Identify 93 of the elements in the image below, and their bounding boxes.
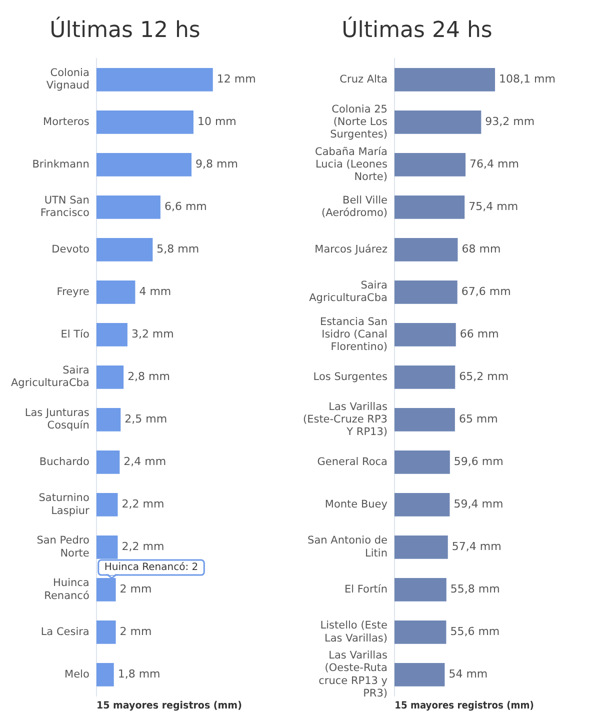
data-label: 57,4 mm [452,540,502,554]
bar [394,280,458,304]
bar [96,366,124,389]
bar [96,450,120,474]
data-label: 93,2 mm [485,115,535,128]
y-tick-label: Colonia Vignaud [46,67,90,92]
data-label: 76,4 mm [470,158,519,171]
y-tick-label: Devoto [52,243,90,256]
data-label: 68 mm [462,242,501,256]
annotation: Huinca Renancó: 2 [104,562,198,574]
y-tick-label: Las Varillas (Este-Cruze RP3 Y RP13) [302,400,388,438]
bar [96,493,118,516]
data-label: 9,8 mm [196,158,238,171]
chart-title: Últimas 24 hs [342,16,492,43]
data-label: 2 mm [120,625,152,638]
data-label: 5,8 mm [156,242,200,256]
bar [96,195,160,219]
bar [96,110,194,134]
y-tick-label: General Roca [317,456,388,468]
y-tick-label: El Fortín [344,583,388,596]
bar [394,195,465,219]
bar [96,68,213,92]
data-label: 55,6 mm [450,625,500,638]
data-label: 2,2 mm [122,498,164,511]
bar [394,620,446,644]
bar [394,450,450,474]
data-label: 2,8 mm [128,370,170,384]
data-label: 6,6 mm [164,200,207,214]
bar [96,238,153,262]
y-tick-label: San Antonio de Litin [308,534,388,560]
bar [394,536,448,559]
data-label: 67,6 mm [461,285,511,298]
bar [96,663,114,686]
bar [96,408,121,432]
y-tick-label: Cabaña María Lucia (Leones Norte) [315,146,388,183]
data-label: 3,2 mm [131,328,174,341]
y-tick-label: Estancia San Isidro (Canal Florentino) [320,316,388,354]
data-label: 65,2 mm [459,370,509,384]
y-tick-label: Las Varillas (Oeste-Ruta cruce RP13 y PR3) [318,650,388,700]
bar [394,663,445,686]
data-label: 12 mm [216,72,256,86]
bar [394,366,456,389]
data-label: 10 mm [197,115,236,128]
bar [394,152,466,176]
y-tick-label: Marcos Juárez [314,243,388,256]
y-tick-label: Listello (Este Las Varillas) [320,620,388,644]
bar [394,408,455,432]
bar [394,578,446,602]
data-label: 2,2 mm [122,540,164,554]
data-label: 55,8 mm [450,582,500,596]
y-tick-label: Saturnino Laspiur [38,492,90,517]
y-tick-label: Monte Buey [324,498,388,510]
bar [394,68,496,92]
y-tick-label: UTN San Francisco [40,194,90,220]
x-axis-title: 15 mayores registros (mm) [394,700,534,712]
data-label: 108,1 mm [499,72,556,86]
y-tick-label: El Tío [60,328,90,340]
data-label: 59,4 mm [454,498,504,511]
data-label: 66 mm [460,328,499,341]
data-label: 4 mm [139,285,172,298]
y-tick-label: Los Surgentes [313,370,388,383]
y-tick-label: Morteros [43,116,90,128]
bar [394,238,458,262]
y-tick-label: Las Junturas Cosquín [24,407,90,432]
y-tick-label: Brinkmann [32,158,90,170]
bar [96,152,192,176]
data-label: 65 mm [458,412,498,426]
data-label: 59,6 mm [454,455,504,468]
data-label: 2,4 mm [124,455,166,468]
data-label: 2 mm [120,582,152,596]
data-label: 54 mm [448,668,488,681]
y-tick-label: San Pedro Norte [36,534,90,560]
data-label: 2,5 mm [124,412,168,426]
y-tick-label: Melo [64,668,90,680]
data-label: 1,8 mm [118,668,160,681]
y-tick-label: La Cesira [40,626,90,638]
data-label: 75,4 mm [468,200,518,214]
y-tick-label: Saira AgriculturaCba [10,364,90,390]
y-tick-label: Freyre [56,286,90,298]
x-axis-title: 15 mayores registros (mm) [96,700,242,712]
y-tick-label: Bell Ville (Aeródromo) [321,194,388,220]
bar [96,620,116,644]
bar [394,110,482,134]
y-tick-label: Buchardo [39,456,90,468]
y-tick-label: Cruz Alta [340,73,388,86]
y-tick-label: Huinca Renancó [44,577,90,602]
y-tick-label: Saira AgriculturaCba [309,280,388,304]
bar [96,323,128,346]
y-tick-label: Colonia 25 (Norte Los Surgentes) [330,103,388,140]
bar [394,323,456,346]
bar [96,280,136,304]
bar [394,493,450,516]
chart-title: Últimas 12 hs [50,16,200,43]
